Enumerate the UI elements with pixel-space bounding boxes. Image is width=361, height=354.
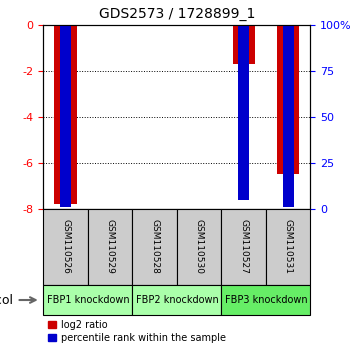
Bar [43, 285, 132, 315]
Bar [60, 25, 71, 207]
Bar [277, 25, 299, 174]
Title: GDS2573 / 1728899_1: GDS2573 / 1728899_1 [99, 7, 255, 21]
Bar [232, 25, 255, 64]
Bar [177, 209, 221, 285]
Text: GSM110528: GSM110528 [150, 219, 159, 274]
Bar [221, 209, 266, 285]
Bar [55, 25, 77, 204]
Legend: log2 ratio, percentile rank within the sample: log2 ratio, percentile rank within the s… [48, 320, 226, 343]
Bar [283, 25, 294, 207]
Text: GSM110527: GSM110527 [239, 219, 248, 274]
Bar [88, 209, 132, 285]
Text: GSM110530: GSM110530 [195, 219, 204, 274]
Bar [238, 25, 249, 200]
Text: FBP1 knockdown: FBP1 knockdown [47, 295, 129, 305]
Bar [132, 209, 177, 285]
Bar [266, 209, 310, 285]
Bar [221, 285, 310, 315]
Text: FBP3 knockdown: FBP3 knockdown [225, 295, 307, 305]
Text: GSM110526: GSM110526 [61, 219, 70, 274]
Text: protocol: protocol [0, 293, 14, 307]
Text: FBP2 knockdown: FBP2 knockdown [135, 295, 218, 305]
Bar [43, 209, 88, 285]
Text: GSM110529: GSM110529 [106, 219, 114, 274]
Text: GSM110531: GSM110531 [284, 219, 293, 274]
Bar [132, 285, 221, 315]
